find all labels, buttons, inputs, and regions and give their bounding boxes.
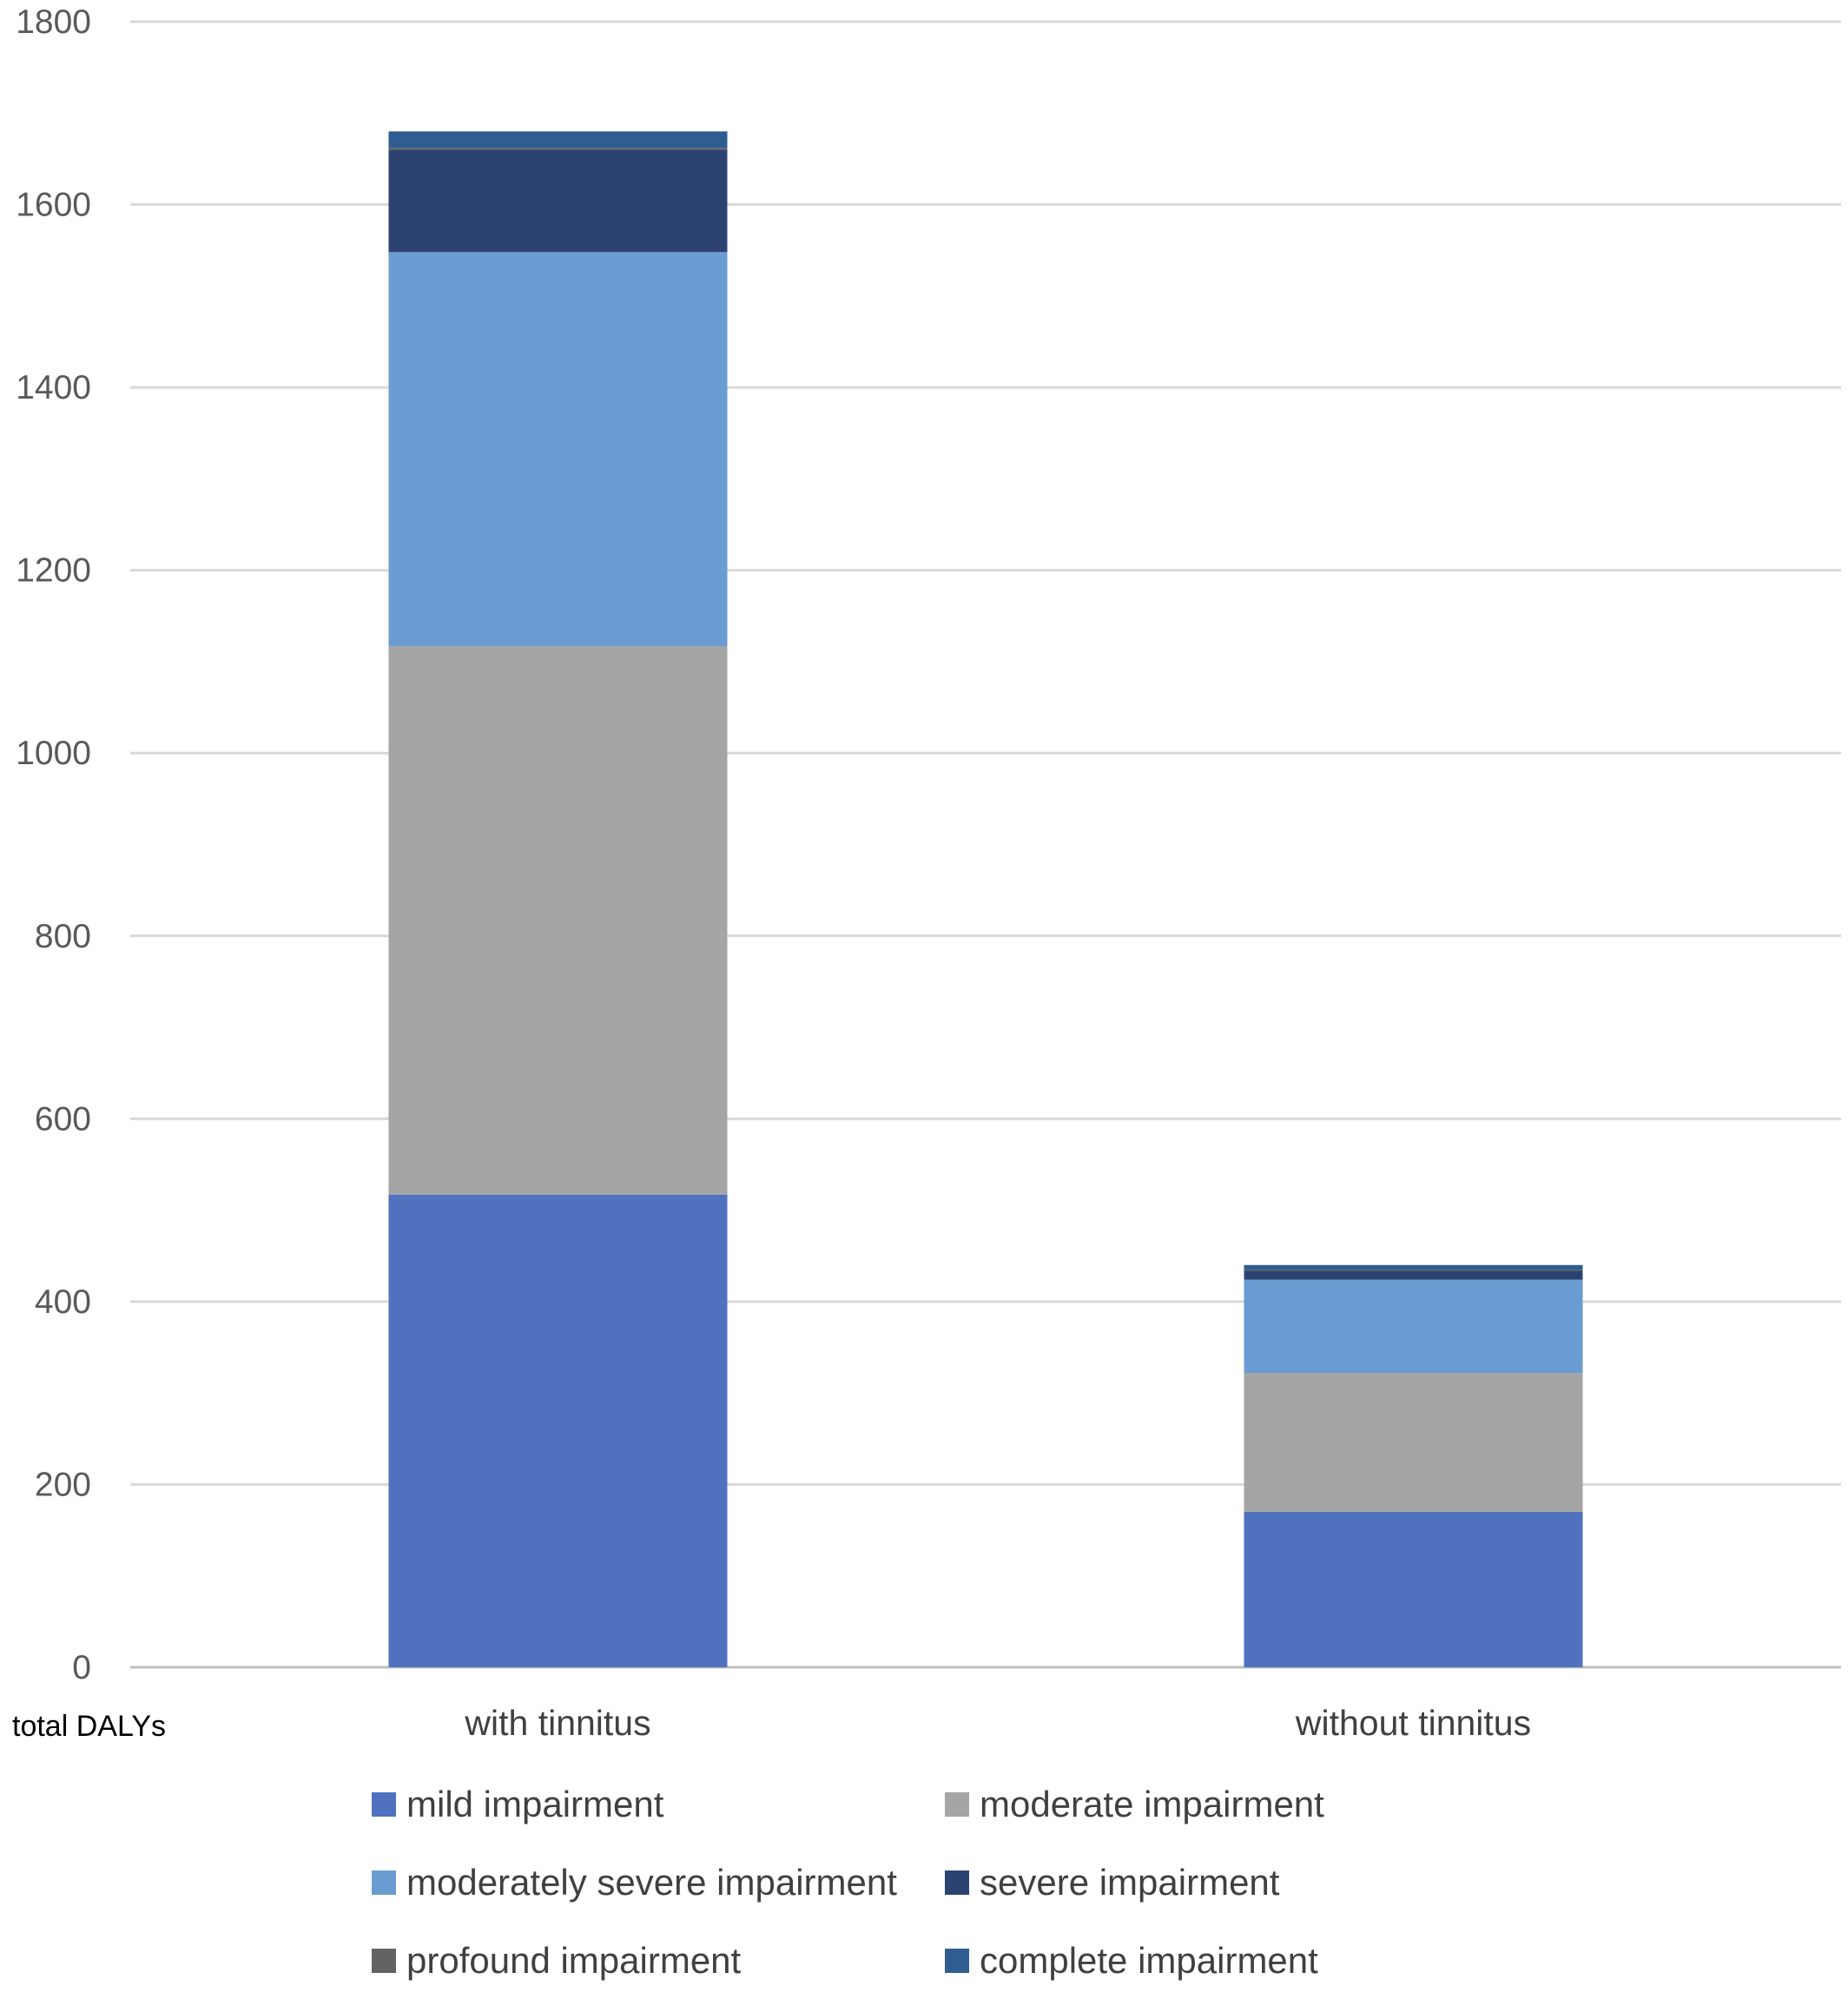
bar-1-segment-1 <box>388 1194 728 1667</box>
legend-label-6: complete impairment <box>980 1940 1318 1981</box>
x-category-label-1: with tinnitus <box>464 1703 650 1743</box>
legend-swatch-6 <box>945 1949 969 1973</box>
y-tick-label-1800: 1800 <box>16 3 91 41</box>
legend-label-5: profound impairment <box>406 1940 742 1981</box>
bar-1-segment-4 <box>388 149 728 253</box>
bar-2-segment-3 <box>1244 1279 1583 1374</box>
bar-2-segment-4 <box>1244 1270 1583 1280</box>
legend-swatch-4 <box>945 1870 969 1895</box>
x-category-label-2: without tinnitus <box>1295 1703 1531 1743</box>
legend-swatch-5 <box>372 1949 396 1973</box>
bar-1-segment-2 <box>388 646 728 1195</box>
legend-swatch-1 <box>372 1792 396 1817</box>
y-tick-label-200: 200 <box>35 1466 91 1503</box>
gridlines <box>130 20 1841 1669</box>
bar-2-segment-2 <box>1244 1373 1583 1513</box>
y-tick-label-1200: 1200 <box>16 552 91 590</box>
y-tick-label-0: 0 <box>72 1649 91 1686</box>
legend-label-1: mild impairment <box>406 1784 664 1824</box>
bar-1-segment-6 <box>388 131 728 148</box>
legend-label-4: severe impairment <box>980 1862 1280 1903</box>
y-tick-label-1400: 1400 <box>16 369 91 406</box>
bar-2-segment-1 <box>1244 1512 1583 1667</box>
bar-1-segment-5 <box>388 148 728 150</box>
y-tick-label-800: 800 <box>35 918 91 955</box>
y-tick-label-400: 400 <box>35 1283 91 1321</box>
bar-1-segment-3 <box>388 252 728 647</box>
y-tick-label-1600: 1600 <box>16 187 91 224</box>
legend-swatch-3 <box>372 1870 396 1895</box>
legend-label-2: moderate impairment <box>980 1784 1324 1824</box>
bar-2-segment-6 <box>1244 1264 1583 1270</box>
y-tick-label-1000: 1000 <box>16 735 91 772</box>
legend-label-3: moderately severe impairment <box>406 1862 897 1903</box>
y-tick-label-600: 600 <box>35 1100 91 1138</box>
legend: mild impairment moderate impairment modera… <box>372 1784 1324 1981</box>
y-axis-ticks: 0 200 400 600 800 1000 1200 1400 1600 1800 <box>16 3 91 1686</box>
bars <box>388 131 1583 1667</box>
x-axis-label: total DALYs <box>12 1710 166 1743</box>
legend-swatch-2 <box>945 1792 969 1817</box>
x-axis-categories: with tinnitus without tinnitus <box>464 1703 1531 1743</box>
